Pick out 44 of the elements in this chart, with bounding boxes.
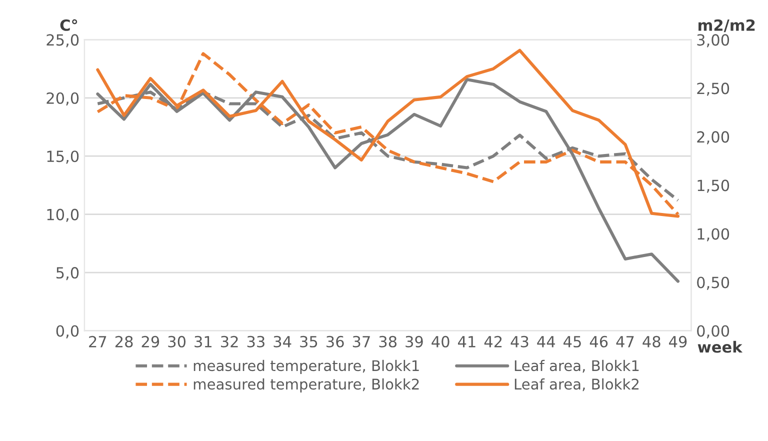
legend-label: measured temperature, Blokk2 (194, 378, 419, 392)
y2-tick-label: 0,50 (697, 276, 730, 290)
x-tick-label: 39 (406, 336, 423, 348)
x-tick-label: 38 (379, 336, 397, 348)
x-tick-label: 37 (352, 336, 370, 348)
x-tick-label: 34 (274, 336, 292, 348)
legend-label: Leaf area, Blokk2 (514, 378, 639, 392)
line-series (96, 78, 680, 283)
x-tick-label: 46 (590, 336, 608, 348)
x-tick-label: 31 (194, 336, 212, 348)
y2-tick-label: 1,00 (698, 228, 730, 242)
x-tick-label: 41 (458, 336, 476, 348)
x-tick-label: 40 (432, 336, 450, 348)
x-tick-label: 30 (168, 336, 186, 348)
x-tick-label: 28 (115, 336, 133, 348)
x-tick-label: 35 (300, 336, 318, 348)
x-tick-label: 36 (326, 336, 344, 348)
x-tick-label: 45 (564, 336, 581, 348)
x-tick-label: 32 (221, 336, 238, 348)
y-tick-label: 20,0 (46, 92, 79, 106)
x-tick-label: 29 (142, 336, 160, 348)
x-tick-label: 49 (669, 336, 687, 348)
y2-tick-label: 1,50 (698, 180, 730, 193)
x-tick-label: 48 (642, 336, 660, 348)
x-tick-label: 47 (616, 336, 634, 348)
x-tick-label: 43 (510, 336, 528, 348)
y2-tick-label: 2,00 (697, 131, 730, 144)
x-tick-label: 42 (484, 336, 502, 348)
y2-tick-label: 0,00 (697, 325, 730, 338)
y-axis-title: C° (60, 19, 78, 31)
y2-tick-label: 3,00 (697, 34, 730, 48)
y-tick-label: 5,0 (56, 267, 79, 280)
legend-label: measured temperature, Blokk1 (194, 360, 419, 374)
x-axis-title: week (698, 340, 743, 353)
x-tick-label: 33 (247, 336, 264, 348)
x-tick-label: 27 (89, 336, 106, 348)
x-tick-label: 44 (537, 336, 555, 348)
y-tick-label: 25,0 (46, 34, 79, 48)
y-tick-label: 10,0 (47, 208, 79, 222)
y-tick-label: 15,0 (47, 150, 79, 164)
y2-axis-title: m2/m2 (698, 19, 755, 32)
y2-tick-label: 2,50 (697, 82, 730, 96)
legend-label: Leaf area, Blokk1 (514, 360, 639, 373)
y-tick-label: 0,0 (56, 325, 79, 338)
